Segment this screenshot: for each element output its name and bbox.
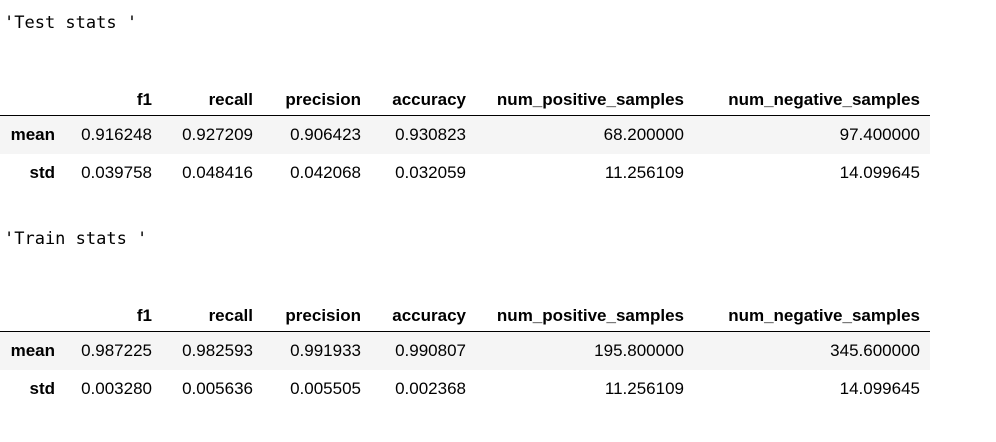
- table-cell: 0.039758: [81, 162, 152, 182]
- index-header-cell: [0, 85, 65, 116]
- column-header-num-negative-samples: num_negative_samples: [728, 306, 920, 325]
- table-cell: 345.600000: [830, 341, 920, 360]
- table-cell: 0.042068: [290, 162, 361, 182]
- table-cell: 0.916248: [81, 125, 152, 144]
- table-cell: 0.927209: [182, 125, 253, 144]
- table-cell: 97.400000: [839, 125, 920, 144]
- table-cell: 0.005505: [290, 378, 361, 398]
- table-cell: 11.256109: [604, 162, 684, 182]
- table-row: std 0.003280 0.005636 0.005505 0.002368 …: [0, 370, 930, 407]
- table-cell: 0.005636: [182, 378, 253, 398]
- column-header-num-positive-samples: num_positive_samples: [496, 90, 684, 109]
- table-cell: 11.256109: [604, 378, 684, 398]
- table-cell: 0.003280: [81, 378, 152, 398]
- table-cell: 0.032059: [395, 162, 466, 182]
- column-header-f1: f1: [136, 90, 152, 109]
- test-stats-dataframe: f1 recall precision accuracy num_positiv…: [0, 85, 930, 191]
- column-header-num-negative-samples: num_negative_samples: [728, 90, 920, 109]
- row-index-mean: mean: [10, 125, 55, 144]
- column-header-recall: recall: [208, 306, 253, 325]
- table-cell: 0.990807: [395, 341, 466, 360]
- train-header-row: f1 recall precision accuracy num_positiv…: [0, 301, 930, 332]
- table-cell: 14.099645: [839, 162, 920, 182]
- test-stats-output-text: 'Test stats ': [4, 13, 138, 33]
- train-table-header: f1 recall precision accuracy num_positiv…: [0, 301, 930, 332]
- column-header-precision: precision: [285, 90, 361, 109]
- column-header-precision: precision: [285, 306, 361, 325]
- table-row: mean 0.987225 0.982593 0.991933 0.990807…: [0, 331, 930, 370]
- row-index-std: std: [29, 162, 56, 182]
- table-cell: 0.002368: [395, 378, 466, 398]
- table-row: mean 0.916248 0.927209 0.906423 0.930823…: [0, 115, 930, 154]
- test-header-row: f1 recall precision accuracy num_positiv…: [0, 85, 930, 116]
- column-header-recall: recall: [208, 90, 253, 109]
- column-header-accuracy: accuracy: [392, 306, 466, 325]
- train-stats-dataframe: f1 recall precision accuracy num_positiv…: [0, 301, 930, 407]
- table-cell: 68.200000: [603, 125, 684, 144]
- table-row: std 0.039758 0.048416 0.042068 0.032059 …: [0, 154, 930, 191]
- index-header-cell: [0, 301, 65, 332]
- test-table-body: mean 0.916248 0.927209 0.906423 0.930823…: [0, 115, 930, 192]
- table-cell: 14.099645: [839, 378, 920, 398]
- table-cell: 195.800000: [594, 341, 684, 360]
- table-cell: 0.906423: [290, 125, 361, 144]
- table-cell: 0.991933: [290, 341, 361, 360]
- table-cell: 0.048416: [182, 162, 253, 182]
- table-cell: 0.930823: [395, 125, 466, 144]
- row-index-mean: mean: [10, 341, 55, 360]
- row-index-std: std: [29, 378, 56, 398]
- column-header-num-positive-samples: num_positive_samples: [496, 306, 684, 325]
- train-stats-output-text: 'Train stats ': [4, 229, 148, 249]
- test-table-header: f1 recall precision accuracy num_positiv…: [0, 85, 930, 116]
- column-header-accuracy: accuracy: [392, 90, 466, 109]
- table-cell: 0.987225: [81, 341, 152, 360]
- table-cell: 0.982593: [182, 341, 253, 360]
- column-header-f1: f1: [136, 306, 152, 325]
- train-table-body: mean 0.987225 0.982593 0.991933 0.990807…: [0, 331, 930, 408]
